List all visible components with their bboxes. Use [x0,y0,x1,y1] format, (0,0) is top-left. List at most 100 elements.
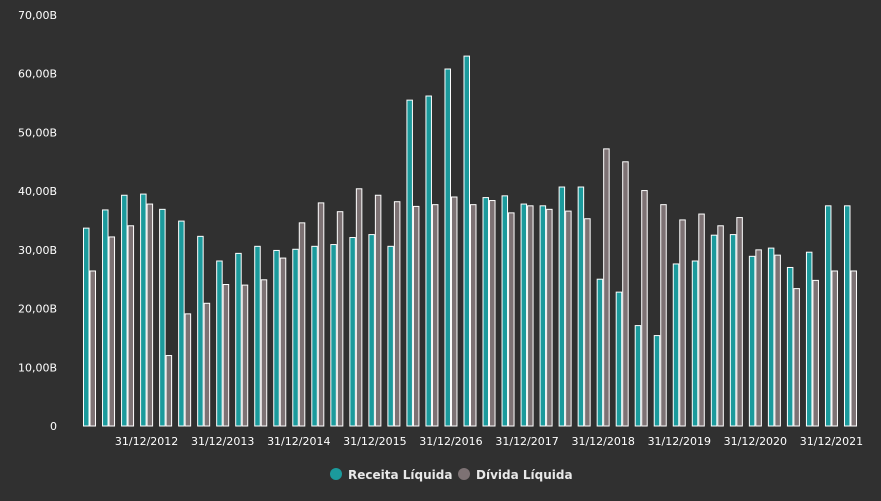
bar-receita-liquida[interactable] [121,194,128,427]
x-tick-label: 31/12/2020 [724,435,787,448]
bar-receita-liquida[interactable] [539,205,547,427]
bar-receita-liquida[interactable] [501,195,509,427]
bar-receita-liquida[interactable] [349,237,356,427]
bar-divida-liquida[interactable] [412,205,420,427]
bar-receita-liquida[interactable] [520,203,528,427]
x-tick-label: 31/12/2016 [419,435,482,448]
bar-receita-liquida[interactable] [387,245,394,427]
bar-receita-liquida[interactable] [311,245,318,427]
bar-divida-liquida[interactable] [489,200,496,427]
bar-divida-liquida[interactable] [850,270,857,427]
bar-receita-liquida[interactable] [672,263,680,427]
bar-divida-liquida[interactable] [298,222,306,427]
bar-divida-liquida[interactable] [146,203,154,427]
bar-receita-liquida[interactable] [615,291,623,427]
x-tick-label: 31/12/2017 [495,435,558,448]
bar-receita-liquida[interactable] [159,208,166,427]
bar-receita-liquida[interactable] [102,209,109,427]
bar-divida-liquida[interactable] [679,219,686,427]
bar-divida-liquida[interactable] [89,270,97,427]
bar-divida-liquida[interactable] [793,288,800,427]
bar-divida-liquida[interactable] [831,270,838,427]
bar-receita-liquida[interactable] [596,278,604,427]
bar-divida-liquida[interactable] [184,313,192,427]
bar-receita-liquida[interactable] [216,260,223,427]
bar-divida-liquida[interactable] [241,284,249,427]
y-tick-label: 60,00B [18,68,57,81]
legend-item-divida[interactable]: Dívida Líquida [458,468,573,482]
bar-divida-liquida[interactable] [127,225,135,427]
bar-divida-liquida[interactable] [260,279,268,427]
bar-receita-liquida[interactable] [235,252,242,427]
bar-divida-liquida[interactable] [374,194,382,427]
bar-divida-liquida[interactable] [336,211,344,427]
bar-divida-liquida[interactable] [812,279,819,427]
bar-receita-liquida[interactable] [558,186,566,427]
bar-receita-liquida[interactable] [178,220,185,427]
bar-receita-liquida[interactable] [691,260,699,427]
bar-receita-liquida[interactable] [653,335,661,427]
bar-receita-liquida[interactable] [444,68,451,427]
bar-receita-liquida[interactable] [463,55,470,427]
legend-label-divida: Dívida Líquida [476,468,573,482]
x-tick-label: 31/12/2015 [343,435,406,448]
bar-divida-liquida[interactable] [470,204,477,427]
bar-receita-liquida[interactable] [197,235,204,427]
bar-divida-liquida[interactable] [108,236,116,427]
bar-divida-liquida[interactable] [546,208,553,427]
y-tick-label: 10,00B [18,361,57,374]
bar-receita-liquida[interactable] [805,251,813,427]
bar-divida-liquida[interactable] [622,161,629,427]
bar-divida-liquida[interactable] [222,284,230,427]
bar-divida-liquida[interactable] [774,254,781,427]
bar-divida-liquida[interactable] [603,148,610,427]
bar-receita-liquida[interactable] [330,244,337,427]
bar-receita-liquida[interactable] [254,245,261,427]
bar-receita-liquida[interactable] [710,234,718,427]
bar-divida-liquida[interactable] [565,210,572,427]
bar-receita-liquida[interactable] [368,234,375,427]
bar-receita-liquida[interactable] [406,99,413,427]
bar-receita-liquida[interactable] [824,205,832,427]
bar-divida-liquida[interactable] [317,202,325,427]
bar-receita-liquida[interactable] [748,255,756,427]
bar-receita-liquida[interactable] [767,247,775,427]
legend: Receita Líquida Dívida Líquida [330,468,573,482]
bar-divida-liquida[interactable] [641,190,648,427]
bar-receita-liquida[interactable] [843,205,851,427]
legend-swatch-receita [330,468,342,480]
bar-divida-liquida[interactable] [584,218,591,427]
bar-receita-liquida[interactable] [83,227,90,427]
bar-receita-liquida[interactable] [292,248,299,427]
bar-divida-liquida[interactable] [279,257,287,427]
bar-divida-liquida[interactable] [698,213,705,427]
bar-divida-liquida[interactable] [431,204,439,427]
bar-receita-liquida[interactable] [577,186,585,427]
y-tick-label: 50,00B [18,126,57,139]
y-axis: 0 10,00B 20,00B 30,00B 40,00B 50,00B 60,00B 70,… [18,9,57,433]
legend-item-receita[interactable]: Receita Líquida [330,468,452,482]
bar-divida-liquida[interactable] [355,188,363,427]
bar-divida-liquida[interactable] [527,205,534,427]
bar-divida-liquida[interactable] [508,212,515,427]
y-tick-label: 20,00B [18,303,57,316]
bar-receita-liquida[interactable] [273,249,280,427]
y-tick-label: 0 [50,420,57,433]
bar-divida-liquida[interactable] [755,249,762,427]
bar-divida-liquida[interactable] [165,355,173,427]
x-tick-label: 31/12/2012 [115,435,178,448]
bar-divida-liquida[interactable] [393,201,401,427]
bar-receita-liquida[interactable] [425,95,432,427]
legend-swatch-divida [458,468,470,480]
bar-receita-liquida[interactable] [482,197,490,427]
bar-receita-liquida[interactable] [729,234,737,427]
bar-divida-liquida[interactable] [660,204,667,427]
y-tick-label: 70,00B [18,9,57,22]
bar-divida-liquida[interactable] [450,196,458,427]
bar-receita-liquida[interactable] [140,193,147,427]
bar-divida-liquida[interactable] [203,302,211,427]
bar-receita-liquida[interactable] [634,325,642,427]
bar-divida-liquida[interactable] [736,217,743,427]
bar-receita-liquida[interactable] [786,266,794,427]
bar-divida-liquida[interactable] [717,225,724,427]
